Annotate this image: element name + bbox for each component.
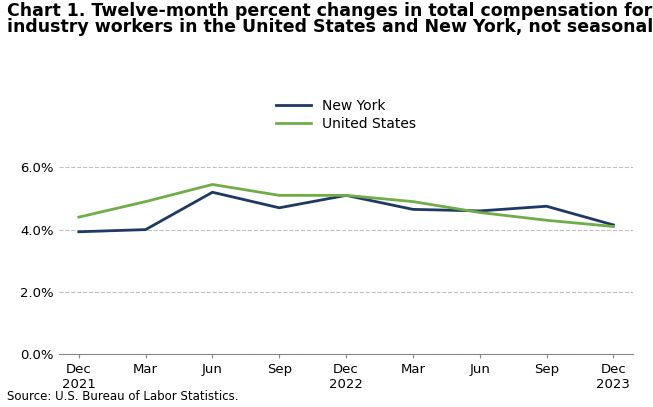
United States [409, 199, 417, 204]
United States [142, 199, 150, 204]
Text: industry workers in the United States and New York, not seasonally adjusted: industry workers in the United States an… [7, 18, 653, 36]
New York [476, 208, 484, 213]
Text: Chart 1. Twelve-month percent changes in total compensation for private: Chart 1. Twelve-month percent changes in… [7, 2, 653, 20]
New York [543, 204, 550, 209]
Line: United States: United States [79, 184, 613, 226]
New York [75, 229, 83, 234]
United States [208, 182, 216, 187]
United States [543, 218, 550, 223]
Text: Source: U.S. Bureau of Labor Statistics.: Source: U.S. Bureau of Labor Statistics. [7, 390, 238, 403]
New York [142, 227, 150, 232]
Legend: New York, United States: New York, United States [276, 99, 416, 131]
United States [75, 215, 83, 220]
New York [409, 207, 417, 212]
New York [342, 193, 350, 198]
New York [276, 206, 283, 210]
United States [342, 193, 350, 198]
New York [208, 190, 216, 195]
Line: New York: New York [79, 192, 613, 232]
United States [276, 193, 283, 198]
New York [609, 223, 617, 228]
United States [476, 210, 484, 215]
United States [609, 224, 617, 229]
